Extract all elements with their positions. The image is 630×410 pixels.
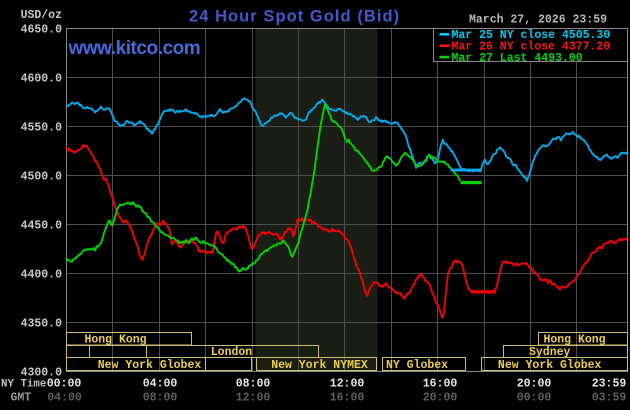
svg-text:GMT: GMT <box>11 392 32 405</box>
svg-text:USD/oz: USD/oz <box>21 9 63 22</box>
svg-text:Hong Kong: Hong Kong <box>84 334 146 347</box>
svg-text:NY Time: NY Time <box>1 379 46 391</box>
svg-text:4300.0: 4300.0 <box>21 366 63 379</box>
svg-text:Mar 26 NY close 4377.20: Mar 26 NY close 4377.20 <box>452 40 611 53</box>
svg-text:08:00: 08:00 <box>143 392 178 405</box>
svg-text:4500.0: 4500.0 <box>21 170 63 183</box>
svg-text:24 Hour Spot Gold (Bid): 24 Hour Spot Gold (Bid) <box>189 8 400 26</box>
svg-text:Sydney: Sydney <box>529 346 571 359</box>
svg-text:4350.0: 4350.0 <box>21 317 63 330</box>
svg-text:16:00: 16:00 <box>330 392 365 405</box>
svg-text:Mar 27 Last 4493.00: Mar 27 Last 4493.00 <box>452 52 583 65</box>
svg-text:20:00: 20:00 <box>423 392 458 405</box>
svg-text:London: London <box>211 346 253 359</box>
svg-text:12:00: 12:00 <box>330 378 365 391</box>
svg-text:00:00: 00:00 <box>517 392 552 405</box>
svg-text:00:00: 00:00 <box>47 378 82 391</box>
svg-text:4600.0: 4600.0 <box>21 72 63 85</box>
svg-text:03:59: 03:59 <box>592 392 627 405</box>
svg-text:08:00: 08:00 <box>236 378 271 391</box>
svg-text:4450.0: 4450.0 <box>21 219 63 232</box>
svg-text:12:00: 12:00 <box>236 392 271 405</box>
svg-text:New York Globex: New York Globex <box>498 359 602 372</box>
svg-text:Hong Kong: Hong Kong <box>543 334 605 347</box>
svg-text:4650.0: 4650.0 <box>21 23 63 36</box>
svg-text:www.kitco.com: www.kitco.com <box>68 38 201 59</box>
svg-text:04:00: 04:00 <box>47 392 82 405</box>
svg-text:04:00: 04:00 <box>143 378 178 391</box>
svg-text:March 27, 2026 23:59: March 27, 2026 23:59 <box>469 14 607 27</box>
svg-text:4400.0: 4400.0 <box>21 268 63 281</box>
svg-text:16:00: 16:00 <box>423 378 458 391</box>
svg-text:NY Globex: NY Globex <box>386 359 448 372</box>
svg-text:20:00: 20:00 <box>517 378 552 391</box>
svg-text:23:59: 23:59 <box>592 378 627 391</box>
svg-text:New York NYMEX: New York NYMEX <box>271 359 368 372</box>
svg-text:Mar 25 NY close 4505.30: Mar 25 NY close 4505.30 <box>452 29 611 42</box>
svg-text:4550.0: 4550.0 <box>21 121 63 134</box>
svg-text:New York Globex: New York Globex <box>98 359 202 372</box>
